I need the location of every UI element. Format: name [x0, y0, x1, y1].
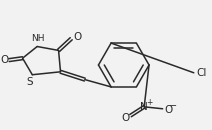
Text: O: O: [0, 55, 8, 65]
Text: S: S: [26, 77, 33, 87]
Text: −: −: [169, 101, 177, 111]
Text: O: O: [121, 113, 130, 123]
Text: N: N: [140, 102, 148, 112]
Text: NH: NH: [31, 34, 45, 43]
Text: Cl: Cl: [196, 68, 207, 78]
Text: O: O: [164, 105, 173, 115]
Text: +: +: [146, 98, 152, 107]
Text: O: O: [73, 32, 81, 42]
